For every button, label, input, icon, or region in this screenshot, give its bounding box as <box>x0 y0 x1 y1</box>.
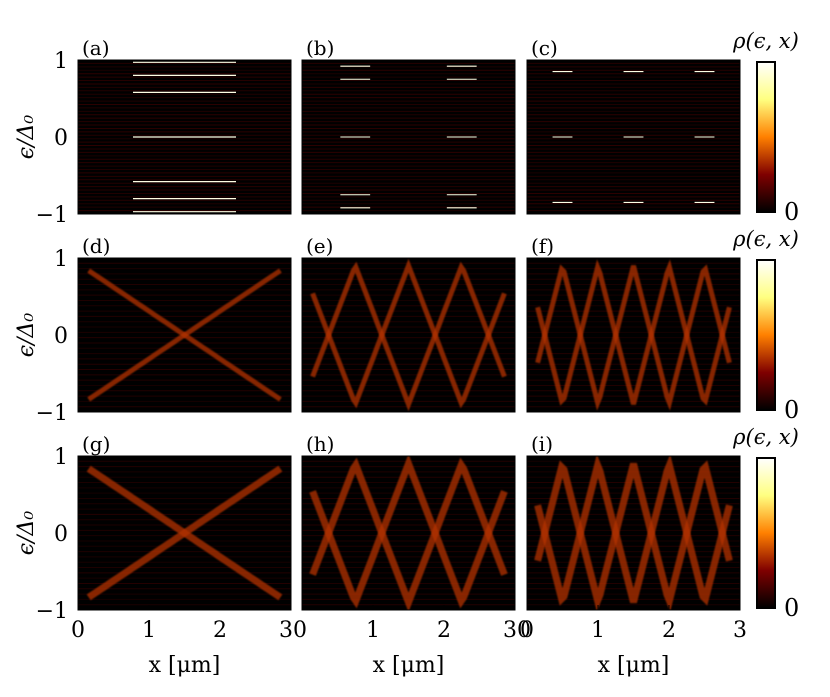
x-tick-label: 0 <box>71 618 85 643</box>
panel-label: (f) <box>531 234 554 258</box>
y-axis-label: ϵ/Δ₀ <box>14 511 39 556</box>
colorbar-label: ρ(ϵ, x) <box>732 29 799 53</box>
panel-g <box>78 456 291 610</box>
x-tick-label: 0 <box>520 618 534 643</box>
panel-label: (h) <box>306 432 335 456</box>
panel-label: (d) <box>82 234 110 258</box>
y-tick-label: 1 <box>54 247 68 272</box>
x-tick-label: 2 <box>437 618 451 643</box>
x-tick-label: 3 <box>733 618 747 643</box>
colorbar-label: ρ(ϵ, x) <box>732 227 799 251</box>
x-axis-label: x [μm] <box>149 653 221 678</box>
colorbar-min-label: 0 <box>784 198 799 226</box>
panel-label: (a) <box>82 36 110 60</box>
heatmap-background <box>527 258 740 412</box>
colorbar <box>756 259 776 411</box>
colorbar-min-label: 0 <box>784 594 799 622</box>
panel-label: (e) <box>306 234 333 258</box>
panel-frame <box>526 455 741 611</box>
x-tick-label: 2 <box>662 618 676 643</box>
panel-frame <box>301 455 516 611</box>
y-axis-label: ϵ/Δ₀ <box>14 115 39 160</box>
heatmap-background <box>302 456 515 610</box>
panel-frame <box>526 59 741 215</box>
x-tick-label: 2 <box>213 618 227 643</box>
panel-label: (c) <box>531 36 558 60</box>
x-tick-label: 1 <box>366 618 380 643</box>
panel-f <box>527 258 740 412</box>
y-tick-label: −1 <box>36 599 68 624</box>
panel-c <box>527 60 740 214</box>
x-axis-label: x [μm] <box>373 653 445 678</box>
x-tick-label: 1 <box>591 618 605 643</box>
panel-e <box>302 258 515 412</box>
panel-d <box>78 258 291 412</box>
panel-label: (g) <box>82 432 110 456</box>
panel-b <box>302 60 515 214</box>
heatmap-background <box>302 258 515 412</box>
colorbar <box>756 457 776 609</box>
y-tick-label: 1 <box>54 445 68 470</box>
panel-frame <box>526 257 741 413</box>
y-tick-label: 0 <box>54 522 68 547</box>
y-tick-label: 1 <box>54 49 68 74</box>
y-tick-label: −1 <box>36 203 68 228</box>
y-axis-label: ϵ/Δ₀ <box>14 313 39 358</box>
y-tick-label: 0 <box>54 324 68 349</box>
x-axis-label: x [μm] <box>598 653 670 678</box>
panel-frame <box>301 59 516 215</box>
y-tick-label: −1 <box>36 401 68 426</box>
x-tick-label: 30 <box>279 618 307 643</box>
x-tick-label: 1 <box>142 618 156 643</box>
y-tick-label: 0 <box>54 126 68 151</box>
x-tick-label: 30 <box>503 618 531 643</box>
colorbar <box>756 61 776 213</box>
colorbar-label: ρ(ϵ, x) <box>732 425 799 449</box>
colorbar-min-label: 0 <box>784 396 799 424</box>
panel-frame <box>301 257 516 413</box>
panel-a <box>78 60 291 214</box>
heatmap-background <box>527 456 740 610</box>
panel-h <box>302 456 515 610</box>
panel-label: (b) <box>306 36 334 60</box>
panel-label: (i) <box>531 432 553 456</box>
panel-i <box>527 456 740 610</box>
